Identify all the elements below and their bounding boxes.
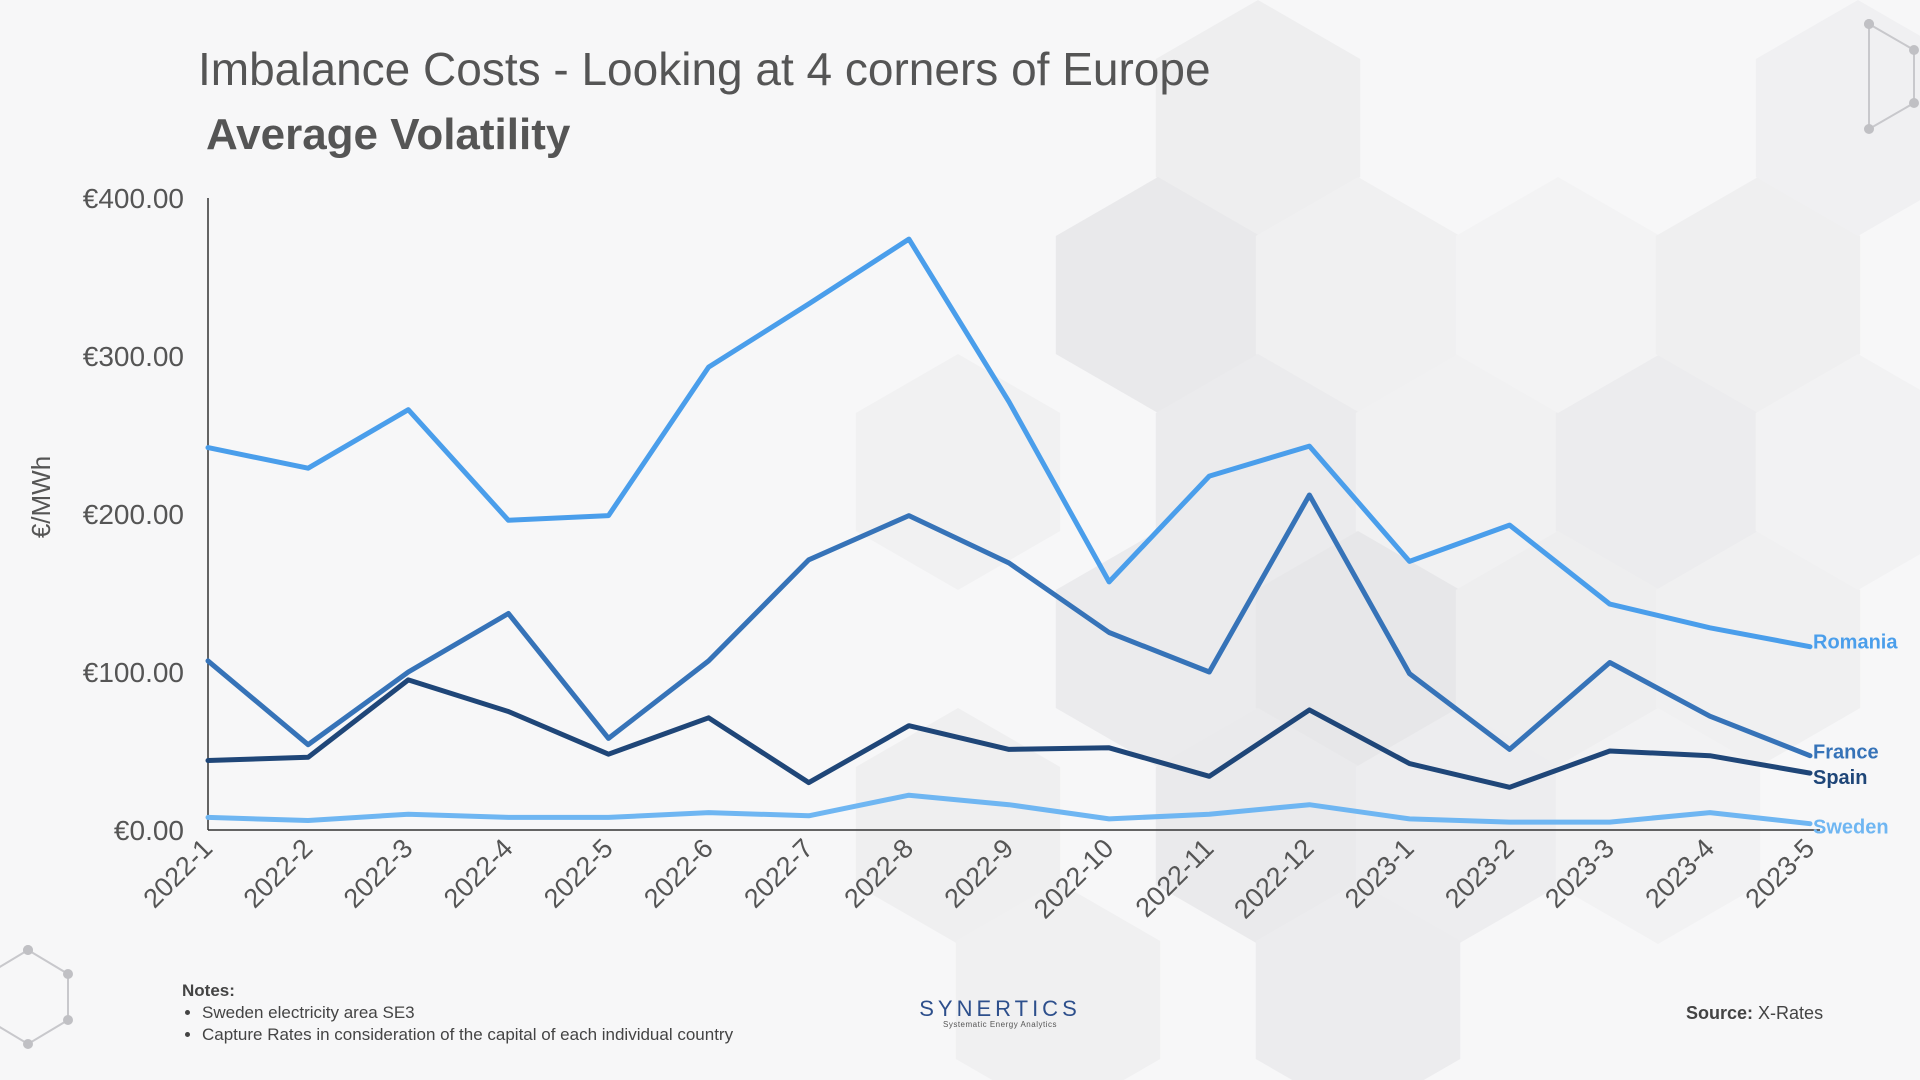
x-tick-label: 2022-2 [238, 833, 319, 914]
series-label-romania: Romania [1813, 632, 1898, 654]
x-tick-labels: 2022-1 2022-2 2022-3 2022-4 2022-5 2022-6 2022… [138, 833, 1821, 924]
x-tick-label: 2022-10 [1028, 833, 1119, 924]
series-label-france: France [1813, 742, 1879, 764]
source-note: Source: X-Rates [1686, 1003, 1823, 1024]
background-hexagon [955, 882, 1161, 1080]
x-tick-label: 2022-12 [1228, 833, 1319, 924]
series-label-spain: Spain [1813, 767, 1867, 789]
x-tick-label: 2022-8 [838, 833, 919, 914]
x-tick-label: 2022-7 [738, 833, 819, 914]
x-tick-label: 2023-2 [1439, 833, 1520, 914]
x-tick-label: 2022-4 [438, 833, 519, 914]
y-tick-label: €100.00 [83, 657, 184, 688]
y-tick-label: €0.00 [114, 815, 184, 846]
x-tick-label: 2022-9 [939, 833, 1020, 914]
synertics-logo: SYNERTICS Systematic Energy Analytics [912, 996, 1088, 1029]
molecule-node [63, 1015, 73, 1025]
background-hexagon [1455, 531, 1661, 767]
background-hexagon [1255, 882, 1461, 1080]
molecule-node [1864, 124, 1874, 134]
source-value: X-Rates [1758, 1003, 1824, 1023]
background-hexagon [1655, 177, 1861, 413]
x-tick-label: 2022-11 [1130, 833, 1220, 923]
background-hexagon [1255, 531, 1461, 767]
background-hexagon [1455, 177, 1661, 413]
background-hexagon [1655, 531, 1861, 767]
logo-tagline: Systematic Energy Analytics [943, 1020, 1057, 1029]
background-hexagon [1755, 0, 1920, 236]
page-title: Imbalance Costs - Looking at 4 corners o… [198, 43, 1211, 95]
background-hexagon [1355, 708, 1561, 944]
background-hexagon [1355, 354, 1561, 590]
background-hexagon [1055, 177, 1261, 413]
source-label: Source: [1686, 1003, 1754, 1023]
chart-axes [207, 198, 1820, 831]
background-hexagon [1155, 708, 1361, 944]
x-tick-label: 2022-6 [638, 833, 719, 914]
molecule-node [63, 969, 73, 979]
note-item: Capture Rates in consideration of the ca… [202, 1024, 733, 1046]
y-axis-label: €/MWh [26, 456, 56, 538]
molecule-node [23, 945, 33, 955]
notes-list: Sweden electricity area SE3 Capture Rate… [182, 1002, 733, 1046]
y-tick-label: €200.00 [83, 499, 184, 530]
y-tick-label: €300.00 [83, 341, 184, 372]
background-hexagon [1055, 531, 1261, 767]
note-item: Sweden electricity area SE3 [202, 1002, 733, 1024]
background-hexagon [855, 354, 1061, 590]
series-labels: Romania France Spain Sweden [1813, 632, 1898, 839]
background-hexagon [1155, 354, 1361, 590]
x-tick-label: 2022-3 [338, 833, 419, 914]
background-hexagon [1555, 708, 1761, 944]
background-hexagon [855, 708, 1061, 944]
logo-name: SYNERTICS [919, 996, 1081, 1021]
x-tick-label: 2023-1 [1339, 833, 1420, 914]
molecule-node [1864, 19, 1874, 29]
background-hexagon [1755, 354, 1920, 590]
series-lines [205, 236, 1813, 827]
x-tick-label: 2022-5 [538, 833, 619, 914]
notes-heading: Notes: [182, 981, 235, 1000]
x-tick-label: 2023-3 [1539, 833, 1620, 914]
background-hexagon [1155, 0, 1361, 236]
series-line-romania [205, 236, 1813, 650]
y-tick-labels: €0.00 €100.00 €200.00 €300.00 €400.00 [83, 183, 184, 846]
background-hexagon [1555, 354, 1761, 590]
molecule-node [23, 1039, 33, 1049]
chart-subtitle: Average Volatility [206, 110, 571, 159]
series-line-spain [205, 677, 1813, 790]
molecule-node [1909, 98, 1919, 108]
x-tick-label: 2023-5 [1740, 833, 1821, 914]
background-hexagon [1255, 177, 1461, 413]
x-tick-label: 2023-4 [1639, 833, 1720, 914]
y-tick-label: €400.00 [83, 183, 184, 214]
series-line-france [205, 492, 1813, 759]
series-label-sweden: Sweden [1813, 817, 1889, 839]
notes: Notes: Sweden electricity area SE3 Captu… [182, 980, 733, 1046]
series-line-sweden [205, 792, 1813, 827]
molecule-node [1909, 45, 1919, 55]
